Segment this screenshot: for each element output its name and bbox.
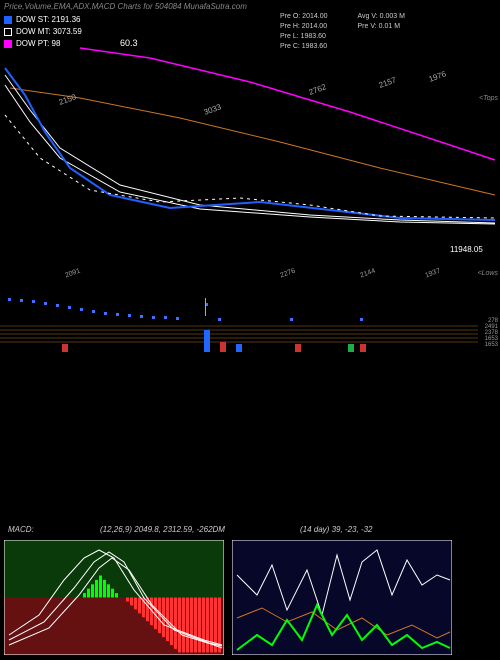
svg-text:2762: 2762 (308, 82, 328, 97)
macd-histogram-chart (4, 540, 224, 655)
svg-text:2157: 2157 (378, 75, 398, 90)
price-end-label: 11948.05 (450, 245, 483, 254)
macd-indicator-chart (232, 540, 452, 655)
lows-label: <Lows (478, 270, 498, 277)
page-title: Price,Volume,EMA,ADX,MACD Charts for 504… (4, 2, 247, 11)
volume-bars (0, 324, 480, 354)
svg-text:1976: 1976 (428, 69, 448, 84)
svg-text:3033: 3033 (203, 102, 223, 117)
volume-axis-labels: 2782491237816531653 (485, 318, 498, 348)
macd-title: MACD: (8, 525, 34, 534)
indicator-dots (0, 290, 500, 325)
macd-right-params: (14 day) 39, -23, -32 (300, 525, 372, 534)
macd-left-params: (12,26,9) 2049.8, 2312.59, -262DM (100, 525, 225, 534)
svg-text:2150: 2150 (58, 92, 78, 107)
price-chart: 2150 3033 2762 2157 1976 (0, 40, 500, 255)
tops-label: <Tops (479, 95, 498, 102)
